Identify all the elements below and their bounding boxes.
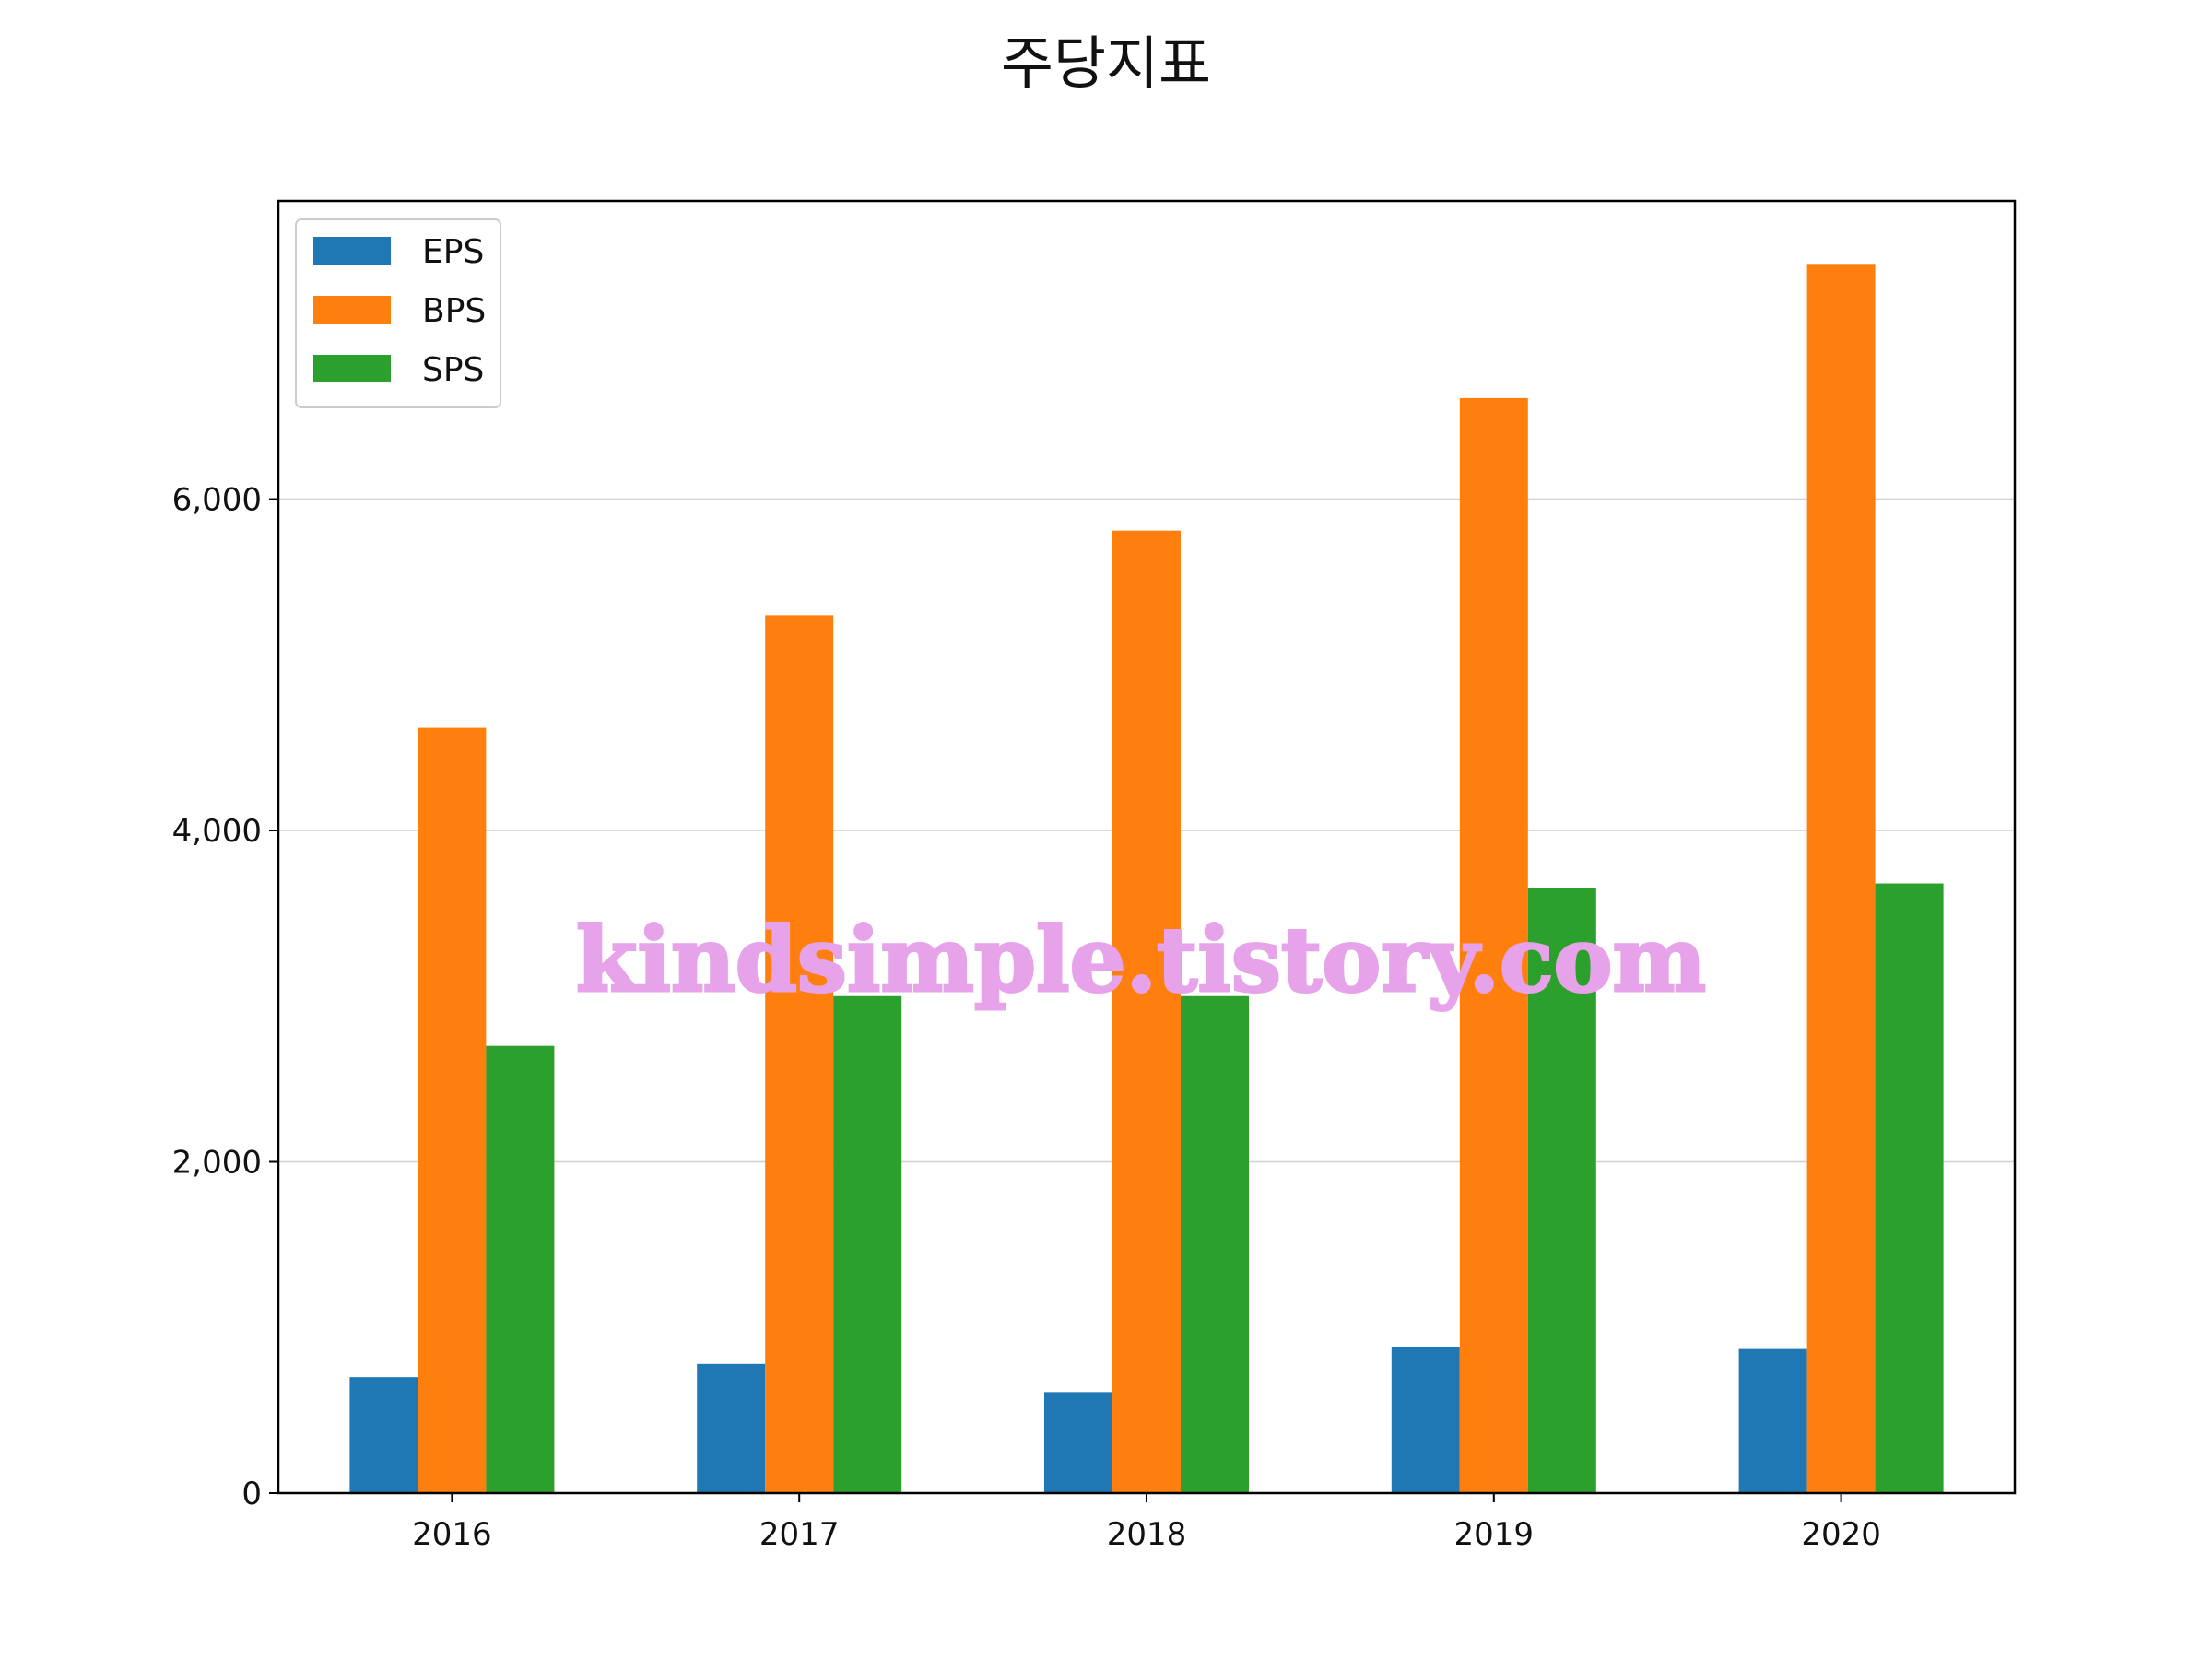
bar-bps-2020: [1806, 264, 1876, 1494]
y-tick-label: 6,000: [172, 482, 262, 519]
bar-eps-2017: [697, 1363, 766, 1493]
bar-bps-2018: [1112, 530, 1181, 1494]
legend-items: EPS BPS SPS: [313, 233, 486, 389]
legend-label-eps: EPS: [422, 233, 484, 271]
legend: EPS BPS SPS: [295, 218, 501, 408]
x-tick-label: 2020: [1801, 1516, 1881, 1553]
legend-swatch-bps: [313, 296, 391, 324]
x-tick-label: 2016: [412, 1516, 492, 1553]
x-tick-label: 2017: [759, 1516, 840, 1553]
bar-bps-2019: [1459, 397, 1528, 1493]
x-tick-label: 2019: [1454, 1516, 1535, 1553]
legend-swatch-sps: [313, 355, 391, 382]
watermark-text: kindsimple.tistory.com: [576, 908, 1706, 1012]
bars: [349, 264, 1944, 1494]
bar-bps-2017: [765, 615, 834, 1493]
bar-eps-2019: [1391, 1347, 1460, 1493]
legend-swatch-eps: [313, 237, 391, 265]
legend-label-sps: SPS: [422, 351, 484, 389]
bar-bps-2016: [418, 727, 487, 1493]
bar-sps-2016: [486, 1045, 555, 1493]
bar-eps-2016: [349, 1377, 418, 1493]
plot-frame: [276, 199, 2017, 1495]
axes: 0 2,000 4,000 6,000 2016 2017 2018 2019 2020: [172, 199, 2017, 1553]
x-tick-label: 2018: [1107, 1516, 1187, 1553]
bar-eps-2020: [1738, 1348, 1807, 1493]
legend-label-bps: BPS: [422, 292, 486, 330]
y-tick-label: 0: [241, 1476, 262, 1512]
y-tick-label: 2,000: [172, 1145, 262, 1182]
bar-eps-2018: [1044, 1392, 1112, 1493]
bar-sps-2018: [1181, 995, 1249, 1493]
y-tick-label: 4,000: [172, 813, 262, 850]
bar-sps-2020: [1875, 883, 1944, 1493]
chart-title: 주당지표: [1001, 29, 1211, 97]
bar-sps-2017: [833, 995, 902, 1493]
bar-sps-2019: [1527, 888, 1596, 1493]
